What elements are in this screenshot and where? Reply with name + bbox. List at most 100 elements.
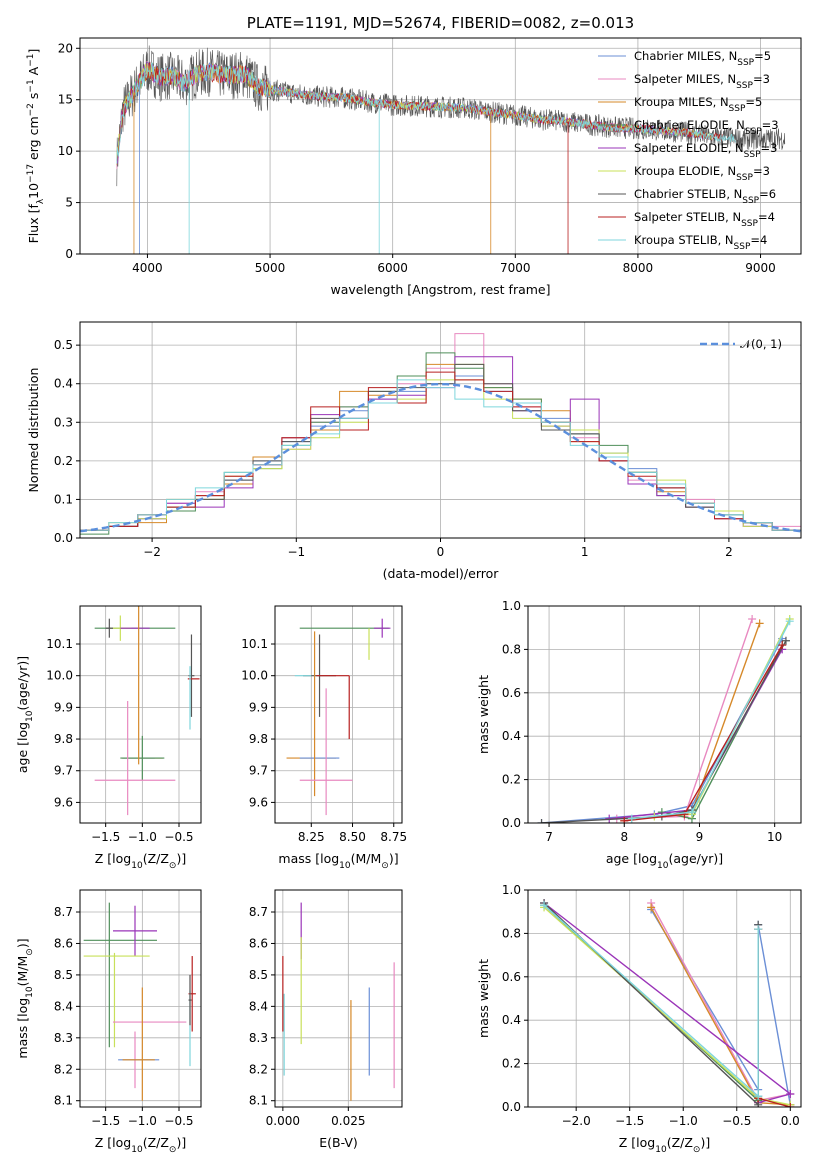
x-tick-label: 8.50 [339,830,366,844]
spectrum-axes: 4000 5000 6000 7000 8000 9000 0 5 10 15 20 [58,38,801,275]
legend-label: Salpeter MILES, NSSP=3 [634,72,770,91]
y-tick-label: 8.3 [54,1031,73,1045]
y-tick-label: 8.7 [54,905,73,919]
y-tick-label: 0.3 [54,415,73,429]
mass-vs-ebv-points [282,902,395,1101]
legend-label: Salpeter ELODIE, NSSP=3 [634,141,777,160]
y-tick-label: 9.6 [54,795,73,809]
mass-vs-ebv-frame [274,889,403,1108]
spectrum-frame [79,37,802,255]
y-tick-label: 0.0 [502,816,521,830]
mass-vs-Z-points [83,902,196,1101]
y-tick-label: 8.3 [249,1031,268,1045]
spectrum-series [116,45,786,254]
y-tick-label: 9.9 [249,700,268,714]
y-tick-label: 0.5 [54,338,73,352]
weight-marker [748,615,757,624]
y-tick-label: 1.0 [502,883,521,897]
weight-vs-Z-series [540,899,795,1107]
y-tick-label: 0.4 [54,377,73,391]
y-tick-label: 9.9 [54,700,73,714]
legend-label: Kroupa ELODIE, NSSP=3 [634,164,770,183]
weight-vs-Z-ylabel: mass weight [476,959,491,1038]
x-tick-label: 6000 [377,261,408,275]
y-tick-label: 8.2 [249,1062,268,1076]
y-tick-label: 8.1 [54,1094,73,1108]
mass-vs-Z-axes: −1.5 −1.0 −0.5 8.1 8.2 8.3 8.4 8.5 8.6 8.7 [54,890,201,1128]
legend-label: Chabrier MILES, NSSP=5 [634,49,771,68]
x-tick-label: −0.5 [164,1114,193,1128]
y-tick-label: 10.1 [46,637,73,651]
y-tick-label: 0.1 [54,492,73,506]
x-tick-label: 8 [620,830,628,844]
y-tick-label: 9.7 [249,764,268,778]
legend-label: Kroupa STELIB, NSSP=4 [634,233,767,252]
x-tick-label: 8000 [623,261,654,275]
x-tick-label: 9 [696,830,704,844]
weight-marker [754,925,763,934]
x-tick-label: 0 [437,545,445,559]
weight-marker [786,1089,795,1098]
weight-marker [687,808,696,817]
y-tick-label: 9.8 [249,732,268,746]
weight-vs-Z-axes: −2.0 −1.5 −1.0 −0.5 0.0 0.0 0.2 0.4 0.6 0.8 1.0 [502,883,801,1128]
y-tick-label: 0.2 [54,454,73,468]
residuals-legend: 𝒩(0, 1) [700,337,782,351]
y-tick-label: 0.0 [502,1100,521,1114]
weight-line [631,620,791,820]
legend-label: Salpeter STELIB, NSSP=4 [634,210,775,229]
y-tick-label: 0.4 [502,729,521,743]
age-vs-Z-points [94,606,200,816]
age-vs-Z-frame [79,605,202,824]
legend-label: Chabrier STELIB, NSSP=6 [634,187,776,206]
weight-marker [540,901,549,910]
y-tick-label: 5 [65,196,73,210]
weight-line [650,907,791,1106]
y-tick-label: 0.6 [502,970,521,984]
y-tick-label: 8.6 [249,936,268,950]
spectrum-legend: Chabrier MILES, NSSP=5 Salpeter MILES, NS… [598,49,779,252]
x-tick-label: 5000 [255,261,286,275]
y-tick-label: 0.6 [502,686,521,700]
x-tick-label: −0.5 [164,830,193,844]
weight-marker [537,819,546,823]
spectrum-title: PLATE=1191, MJD=52674, FIBERID=0082, z=0… [247,14,634,32]
x-tick-label: 0.000 [266,1114,300,1128]
weight-marker [647,903,656,912]
x-tick-label: 2 [725,545,733,559]
age-vs-mass-points [286,618,391,816]
residuals-frame [79,321,802,539]
y-tick-label: 20 [58,41,73,55]
x-tick-label: −1 [287,545,305,559]
y-tick-label: 0.8 [502,642,521,656]
residuals-series [80,333,801,538]
legend-label: Chabrier ELODIE, NSSP=3 [634,118,779,137]
x-tick-label: −1.5 [91,1114,120,1128]
weight-line [654,618,791,818]
x-tick-label: −1.5 [615,1114,644,1128]
y-tick-label: 0.8 [502,926,521,940]
mass-vs-ebv-xlabel: E(B-V) [319,1135,358,1150]
mass-vs-ebv-axes: 0.000 0.025 8.1 8.2 8.3 8.4 8.5 8.6 8.7 [249,890,402,1128]
y-tick-label: 8.4 [249,999,268,1013]
weight-line [624,623,761,822]
weight-line [609,649,783,820]
y-tick-label: 15 [58,93,73,107]
y-tick-label: 8.4 [54,999,73,1013]
y-tick-label: 8.2 [54,1062,73,1076]
x-tick-label: −1.0 [128,1114,157,1128]
weight-line [616,618,753,820]
y-tick-label: 8.6 [54,936,73,950]
weight-vs-age-axes: 7 8 9 10 0.0 0.2 0.4 0.6 0.8 1.0 [502,599,801,844]
y-tick-label: 8.1 [249,1094,268,1108]
y-tick-label: 1.0 [502,599,521,613]
mass-vs-Z-frame [79,889,202,1108]
histogram-step [80,379,801,538]
y-tick-label: 10.0 [46,669,73,683]
weight-line [541,640,787,823]
spectrum-line [116,61,736,164]
y-tick-label: 0 [65,247,73,261]
x-tick-label: −0.5 [722,1114,751,1128]
x-tick-label: 7000 [500,261,531,275]
